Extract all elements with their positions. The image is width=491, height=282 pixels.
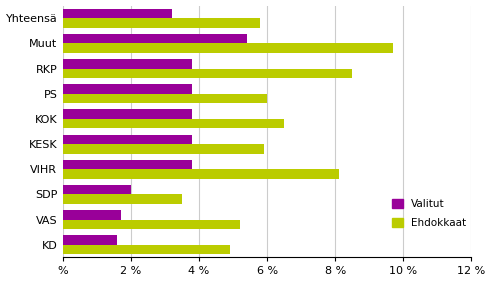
Legend: Valitut, Ehdokkaat: Valitut, Ehdokkaat: [388, 195, 470, 232]
Bar: [63, 109, 192, 119]
Bar: [63, 43, 393, 53]
Bar: [63, 18, 260, 28]
Bar: [63, 195, 182, 204]
Bar: [63, 84, 192, 94]
Bar: [63, 185, 131, 195]
Bar: [63, 210, 121, 220]
Bar: [63, 8, 172, 18]
Bar: [63, 144, 264, 154]
Bar: [63, 245, 230, 254]
Bar: [63, 235, 117, 245]
Bar: [63, 220, 240, 229]
Bar: [63, 160, 192, 169]
Bar: [63, 119, 284, 129]
Bar: [63, 135, 192, 144]
Bar: [63, 59, 192, 69]
Bar: [63, 94, 267, 103]
Bar: [63, 69, 352, 78]
Bar: [63, 34, 246, 43]
Bar: [63, 169, 339, 179]
